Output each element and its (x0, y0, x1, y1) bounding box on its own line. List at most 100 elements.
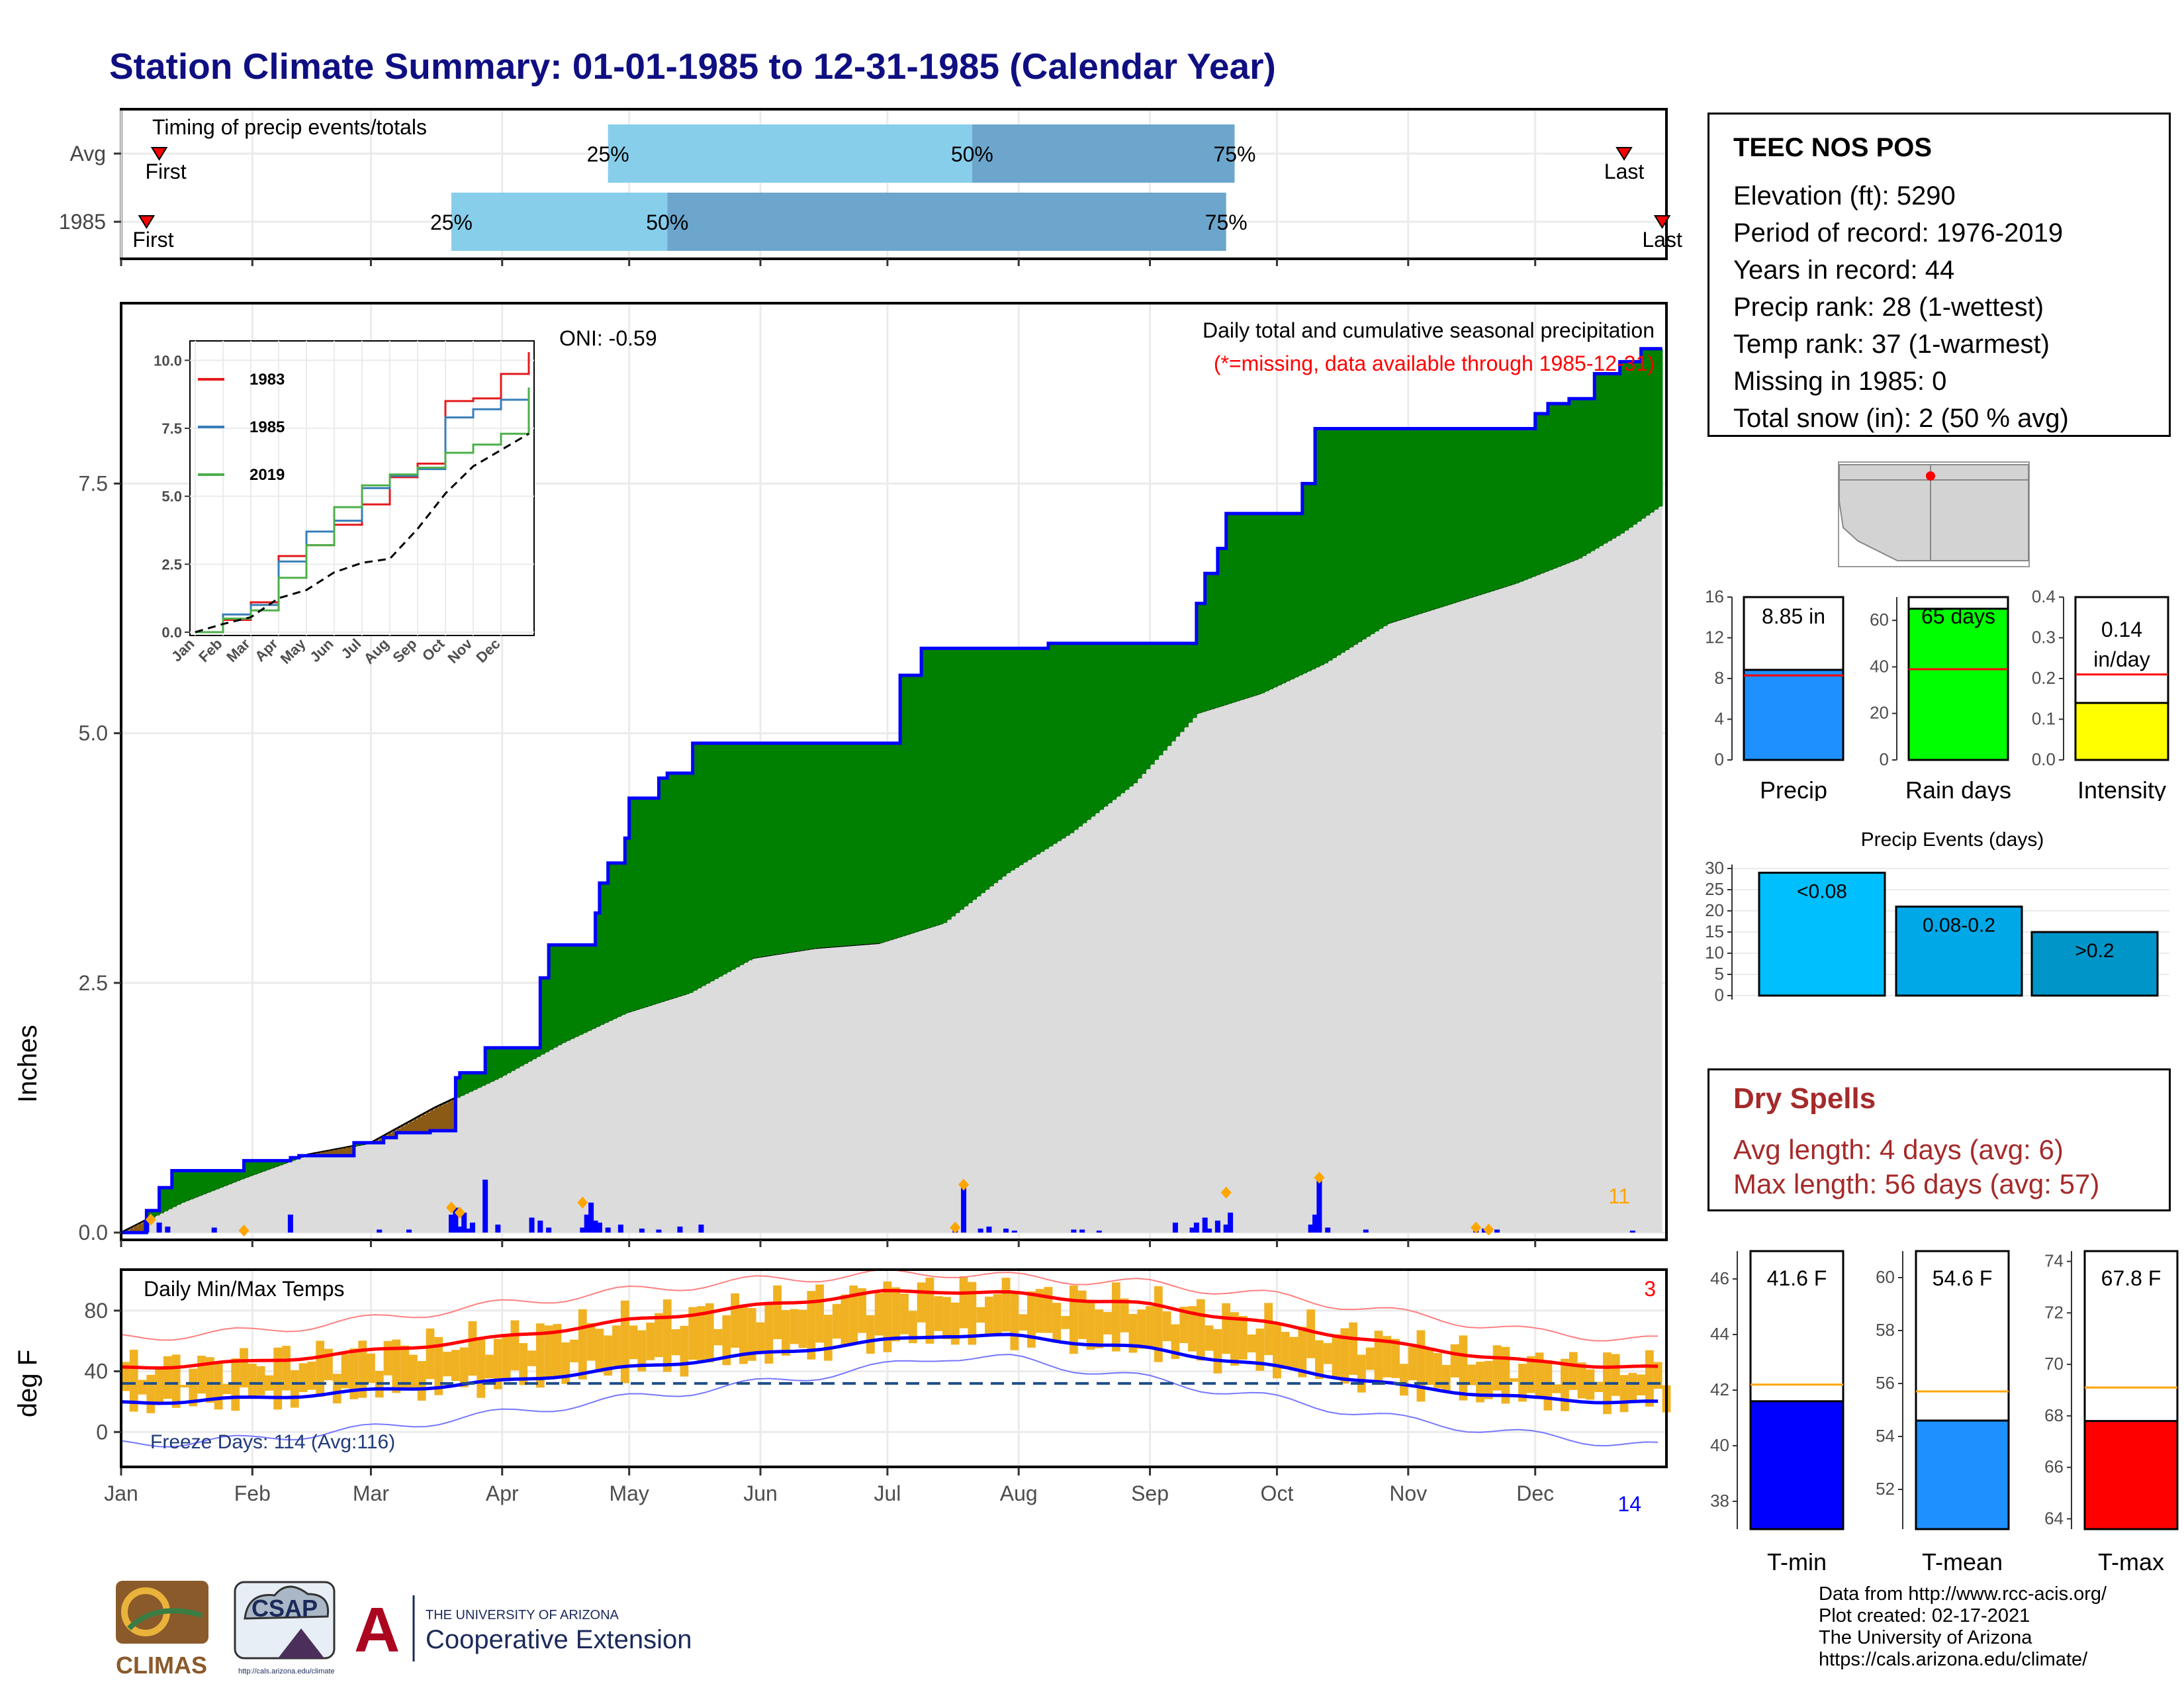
summary-ytick-label: 74 (2044, 1251, 2064, 1271)
temp-ylabel: deg F (13, 1350, 42, 1417)
month-label: Aug (1000, 1481, 1038, 1505)
precip-anomaly-slice (722, 743, 727, 974)
svg-text:CSAP: CSAP (251, 1595, 318, 1622)
events-ytick-label: 5 (1715, 964, 1724, 984)
daily-temp-bar (307, 1362, 316, 1390)
daily-precip-bar (1003, 1228, 1009, 1233)
precip-anomaly-slice (1649, 348, 1655, 513)
month-label: Jun (743, 1481, 778, 1505)
daily-temp-bar (604, 1335, 613, 1376)
t-max-value: 67.8 F (2101, 1266, 2161, 1290)
summary-ytick-label: 0.0 (2032, 749, 2056, 769)
inset-legend-label: 1983 (250, 371, 285, 389)
daily-temp-bar (1510, 1378, 1519, 1382)
precip-anomaly-slice (1023, 648, 1028, 863)
precip-anomaly-slice (1459, 428, 1464, 601)
precip-anomaly-slice (900, 675, 905, 937)
daily-temp-bar (1340, 1328, 1349, 1384)
precip-anomaly-slice (917, 675, 922, 931)
precip-anomaly-slice (929, 648, 935, 927)
precip-anomaly-slice (866, 743, 872, 944)
precip-anomaly-slice (837, 743, 842, 947)
precip-anomaly-slice (1052, 643, 1058, 844)
precip-anomaly-slice (1238, 513, 1244, 700)
precip-anomaly-slice (1306, 483, 1312, 672)
precip-anomaly-slice (655, 798, 660, 1004)
precip-anomaly-slice (1467, 428, 1473, 598)
daily-temp-bar (1289, 1336, 1298, 1371)
precip-anomaly-slice (477, 1072, 482, 1088)
precip-anomaly-slice (659, 778, 664, 1002)
daily-temp-bar (341, 1354, 350, 1389)
precip-anomaly-slice (595, 913, 600, 1027)
rain-days-label: Rain days (1905, 776, 2011, 801)
precip-anomaly-slice (582, 945, 588, 1033)
precip-anomaly-slice (646, 798, 651, 1007)
precip-anomaly-slice (718, 743, 723, 977)
precip-frame (120, 302, 1668, 1241)
summary-ytick-label: 0.1 (2032, 709, 2056, 729)
daily-temp-bar (1543, 1360, 1553, 1411)
precip-anomaly-slice (523, 1047, 528, 1064)
precip-anomaly-slice (1158, 643, 1163, 755)
precip-anomaly-slice (345, 1147, 351, 1156)
daily-temp-bar (1281, 1332, 1290, 1369)
precip-anomaly-slice (997, 648, 1003, 880)
precip-anomaly-slice (1455, 428, 1460, 602)
daily-precip-bar (1096, 1230, 1102, 1233)
daily-temp-bar (163, 1356, 172, 1399)
summary-ytick-label: 16 (1705, 586, 1724, 606)
extreme-precip-marker (445, 1201, 457, 1214)
precip-anomaly-slice (167, 1188, 173, 1209)
daily-precip-bar (469, 1222, 475, 1233)
timing-p75-label: 75% (1205, 211, 1248, 234)
daily-temp-bar (477, 1339, 486, 1398)
precip-anomaly-slice (1019, 648, 1024, 865)
daily-temp-bar (1069, 1285, 1078, 1354)
precip-anomaly-slice (807, 743, 812, 950)
month-label: Sep (1131, 1481, 1169, 1505)
precip-ylabel: Inches (13, 1025, 42, 1103)
daily-temp-bar (1450, 1344, 1459, 1378)
daily-precip-bar (588, 1202, 594, 1233)
precip-anomaly-slice (743, 743, 749, 963)
precip-anomaly-slice (1319, 428, 1324, 666)
precip-anomaly-slice (404, 1124, 410, 1133)
precip-anomaly-slice (1031, 648, 1036, 857)
precip-anomaly-slice (713, 743, 719, 979)
precip-panel: 0.0 2.5 5.0 7.5 Inches ONI: -0.59 Daily tot… (13, 302, 1668, 1247)
summary-bars-panel: 0 4 8 12 16 8.85 in Precip 0 20 40 60 65 days Rain d… (1705, 586, 2169, 801)
precip-anomaly-slice (320, 1152, 325, 1156)
summary-ytick-label: 70 (2044, 1354, 2064, 1374)
last-event-marker (1615, 147, 1633, 161)
precip-anomaly-slice (1192, 643, 1197, 718)
precip-anomaly-slice (527, 1047, 533, 1062)
last-event-marker (1653, 215, 1671, 229)
precip-ytick-label: 0.0 (79, 1221, 108, 1244)
daily-temp-bar (240, 1348, 248, 1387)
month-label: Dec (1516, 1481, 1554, 1505)
temp-count-bottom: 14 (1617, 1492, 1641, 1516)
daily-precip-bar (698, 1224, 704, 1233)
daily-precip-bar (1202, 1217, 1208, 1233)
inset-ytick-label: 2.5 (161, 556, 182, 573)
daily-temp-bar (1628, 1373, 1637, 1401)
precip-anomaly-slice (1615, 373, 1621, 536)
summary-ytick-label: 54 (1876, 1426, 1895, 1446)
precip-anomaly-slice (514, 1047, 520, 1069)
daily-temp-bar (1103, 1311, 1112, 1335)
daily-temp-bar (214, 1362, 223, 1410)
precip-anomaly-slice (764, 743, 770, 957)
precip-anomaly-slice (417, 1117, 423, 1133)
precip-anomaly-slice (1090, 643, 1096, 817)
precip-anomaly-slice (676, 773, 681, 997)
daily-precip-bar (1325, 1227, 1331, 1233)
daily-precip-bar (1011, 1230, 1017, 1233)
precip-anomaly-slice (565, 945, 570, 1041)
precip-subtitle: Daily total and cumulative seasonal prec… (1203, 318, 1655, 342)
temp-ytick-label: 80 (84, 1299, 108, 1323)
precip-anomaly-slice (1391, 428, 1396, 622)
timing-p25-label: 25% (430, 211, 473, 234)
precip-anomaly-slice (790, 743, 795, 953)
